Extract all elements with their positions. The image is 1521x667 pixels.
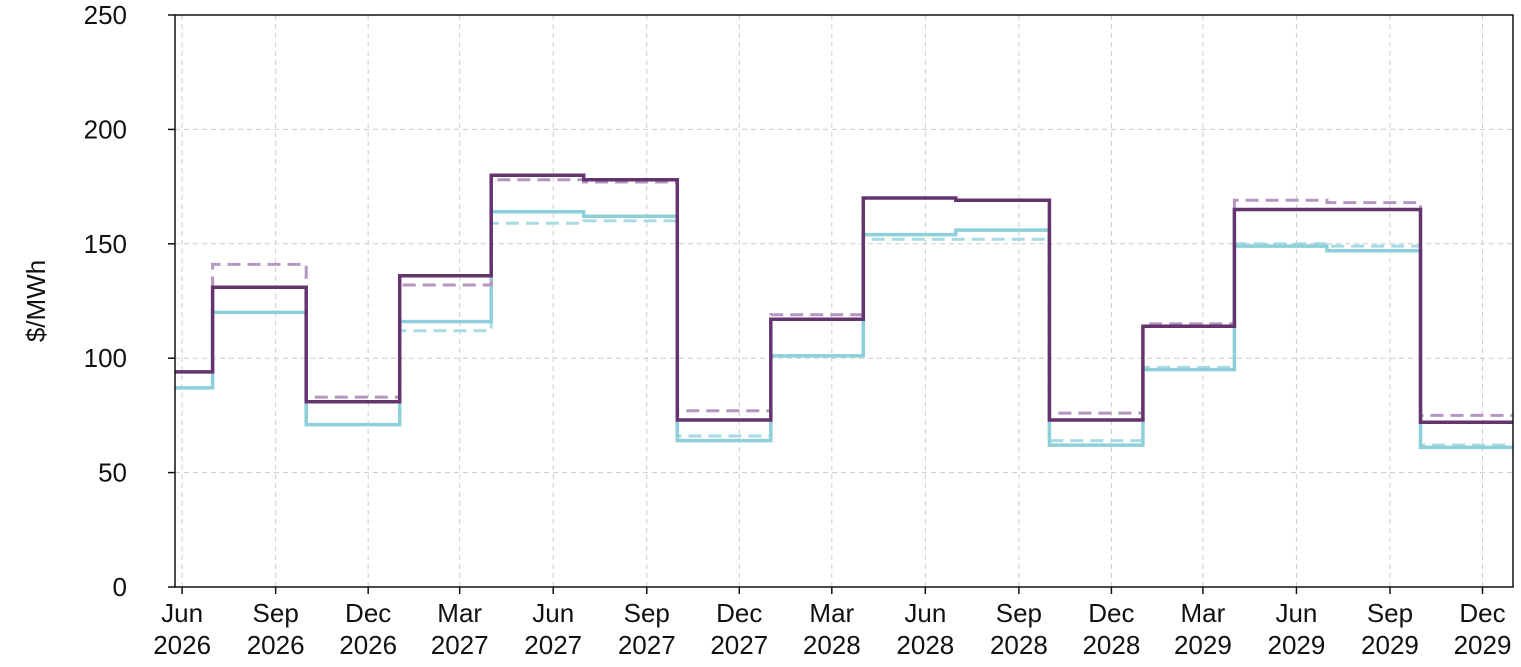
x-tick-label: Sep 2028 bbox=[990, 598, 1048, 660]
x-tick-year: 2029 bbox=[1361, 630, 1419, 660]
x-tick-label: Mar 2028 bbox=[803, 598, 861, 660]
y-tick-label: 0 bbox=[113, 572, 127, 602]
x-tick-year: 2026 bbox=[339, 630, 397, 660]
x-tick-label: Dec 2029 bbox=[1454, 598, 1512, 660]
series-line-1 bbox=[175, 210, 1513, 450]
x-tick-label: Sep 2029 bbox=[1361, 598, 1419, 660]
x-tick-label: Dec 2028 bbox=[1082, 598, 1140, 660]
grid bbox=[175, 14, 1513, 588]
x-tick-month: Dec bbox=[716, 598, 762, 628]
x-tick-month: Sep bbox=[1367, 598, 1413, 628]
x-tick-label: Jun 2027 bbox=[524, 598, 582, 660]
x-tick-month: Jun bbox=[904, 598, 946, 628]
y-axis-label: $/MWh bbox=[21, 260, 51, 342]
x-tick-year: 2028 bbox=[896, 630, 954, 660]
x-tick-year: 2029 bbox=[1454, 630, 1512, 660]
x-tick-label: Dec 2027 bbox=[710, 598, 768, 660]
x-tick-year: 2028 bbox=[1082, 630, 1140, 660]
x-tick-month: Sep bbox=[624, 598, 670, 628]
x-tick-label: Sep 2026 bbox=[247, 598, 305, 660]
x-tick-year: 2026 bbox=[153, 630, 211, 660]
x-tick-year: 2027 bbox=[618, 630, 676, 660]
x-tick-year: 2028 bbox=[803, 630, 861, 660]
x-tick-month: Sep bbox=[253, 598, 299, 628]
y-tick-label: 250 bbox=[84, 0, 127, 30]
x-tick-month: Jun bbox=[1275, 598, 1317, 628]
x-tick-year: 2029 bbox=[1268, 630, 1326, 660]
y-tick-label: 50 bbox=[98, 458, 127, 488]
x-tick-label: Jun 2026 bbox=[153, 598, 211, 660]
y-tick-label: 100 bbox=[84, 343, 127, 373]
series-layer bbox=[175, 173, 1513, 450]
x-tick-label: Dec 2026 bbox=[339, 598, 397, 660]
x-tick-month: Dec bbox=[1459, 598, 1505, 628]
x-tick-month: Mar bbox=[809, 598, 854, 628]
x-tick-year: 2026 bbox=[247, 630, 305, 660]
x-tick-month: Jun bbox=[532, 598, 574, 628]
x-tick-year: 2028 bbox=[990, 630, 1048, 660]
x-tick-month: Dec bbox=[345, 598, 391, 628]
x-tick-label: Sep 2027 bbox=[618, 598, 676, 660]
x-tick-month: Mar bbox=[1181, 598, 1226, 628]
x-tick-month: Mar bbox=[437, 598, 482, 628]
x-tick-year: 2029 bbox=[1174, 630, 1232, 660]
y-tick-label: 200 bbox=[84, 114, 127, 144]
y-axis: 0 50 100 150 200 250 bbox=[84, 0, 175, 602]
x-tick-year: 2027 bbox=[710, 630, 768, 660]
x-tick-year: 2027 bbox=[431, 630, 489, 660]
y-tick-label: 150 bbox=[84, 229, 127, 259]
x-tick-label: Mar 2029 bbox=[1174, 598, 1232, 660]
x-tick-label: Jun 2029 bbox=[1268, 598, 1326, 660]
x-tick-year: 2027 bbox=[524, 630, 582, 660]
x-tick-month: Dec bbox=[1088, 598, 1134, 628]
x-tick-month: Sep bbox=[996, 598, 1042, 628]
x-tick-month: Jun bbox=[161, 598, 203, 628]
x-tick-label: Jun 2028 bbox=[896, 598, 954, 660]
series-line-0 bbox=[175, 219, 1513, 447]
plot-frame bbox=[174, 14, 1514, 588]
series-line-3 bbox=[175, 173, 1513, 425]
x-tick-label: Mar 2027 bbox=[431, 598, 489, 660]
series-line-2 bbox=[175, 178, 1513, 417]
